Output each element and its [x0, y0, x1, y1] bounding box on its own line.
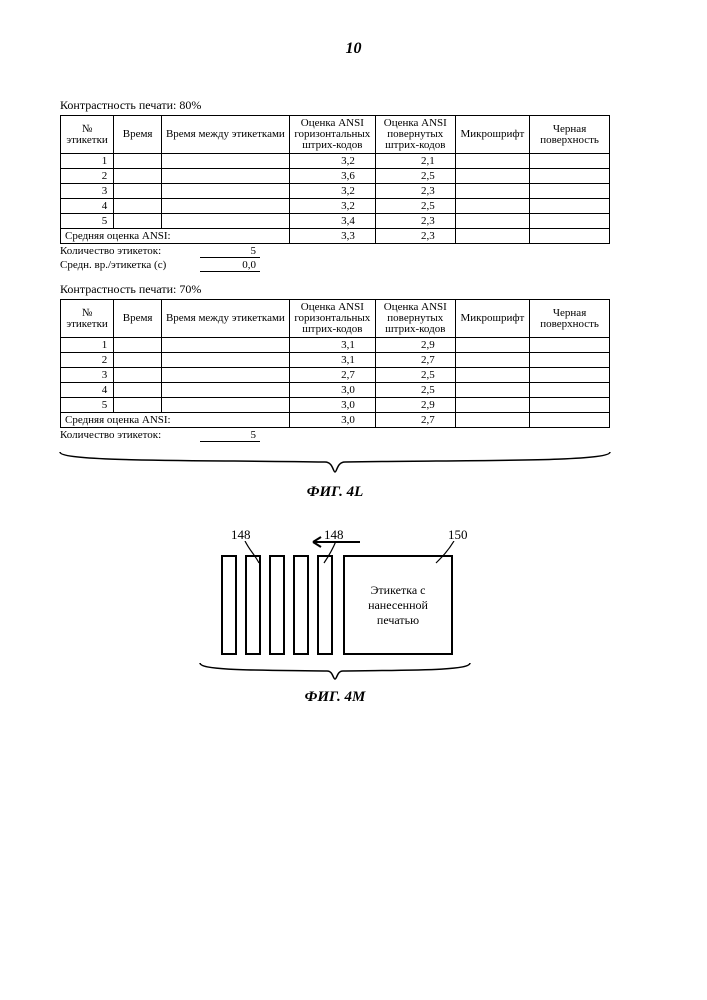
- label-bar: [221, 555, 237, 655]
- label-bar: [293, 555, 309, 655]
- table-row: 33,22,3: [61, 184, 610, 199]
- table-row: 32,72,5: [61, 368, 610, 383]
- col-ansi-h: Оценка ANSI горизонтальных штрих-кодов: [289, 116, 375, 154]
- patent-page: 10 Контрастность печати: 80% № этикетки …: [0, 0, 707, 1000]
- col-time: Время: [114, 300, 162, 338]
- avgtime-line: Средн. вр./этикетка (с) 0,0: [60, 259, 647, 272]
- col-black: Черная поверхность: [530, 300, 610, 338]
- table-block-80: Контрастность печати: 80% № этикетки Вре…: [60, 98, 647, 272]
- label-bar: [269, 555, 285, 655]
- brace-icon: [195, 661, 475, 687]
- avg-row: Средняя оценка ANSI:3,32,3: [61, 229, 610, 244]
- brace-icon: [55, 450, 615, 480]
- tbody-80: 13,22,1 23,62,5 33,22,3 43,22,5 53,42,3 …: [61, 154, 610, 244]
- col-black: Черная поверхность: [530, 116, 610, 154]
- diagram-row: Этикетка с нанесенной печатью: [60, 525, 610, 655]
- figure-label-4l: ФИГ. 4L: [60, 484, 610, 501]
- brace-4m: [195, 661, 475, 687]
- col-ansi-h: Оценка ANSI горизонтальных штрих-кодов: [289, 300, 375, 338]
- table-row: 23,62,5: [61, 169, 610, 184]
- data-table-80: № этикетки Время Время между этикетками …: [60, 115, 610, 244]
- data-table-70: № этикетки Время Время между этикетками …: [60, 299, 610, 428]
- col-time: Время: [114, 116, 162, 154]
- col-micro: Микрошрифт: [455, 300, 529, 338]
- brace-4l: [55, 450, 615, 480]
- col-n: № этикетки: [61, 116, 114, 154]
- col-between: Время между этикетками: [162, 116, 290, 154]
- contrast-label-70: Контрастность печати: 70%: [60, 282, 647, 297]
- table-row: 53,02,9: [61, 398, 610, 413]
- col-n: № этикетки: [61, 300, 114, 338]
- table-block-70: Контрастность печати: 70% № этикетки Вре…: [60, 282, 647, 442]
- count-line-2: Количество этикеток: 5: [60, 429, 647, 442]
- diagram-4m: 148 148 150 Этикетка с нанесенной печать…: [60, 525, 610, 706]
- printed-label-box: Этикетка с нанесенной печатью: [343, 555, 453, 655]
- tbody-70: 13,12,9 23,12,7 32,72,5 43,02,5 53,02,9 …: [61, 338, 610, 428]
- count-line: Количество этикеток: 5: [60, 245, 647, 258]
- table-row: 53,42,3: [61, 214, 610, 229]
- header-row: № этикетки Время Время между этикетками …: [61, 300, 610, 338]
- label-bar: [317, 555, 333, 655]
- table-row: 43,02,5: [61, 383, 610, 398]
- avg-row: Средняя оценка ANSI:3,02,7: [61, 413, 610, 428]
- col-between: Время между этикетками: [162, 300, 290, 338]
- table-row: 13,12,9: [61, 338, 610, 353]
- col-ansi-r: Оценка ANSI повернутых штрих-кодов: [375, 300, 455, 338]
- page-number: 10: [60, 40, 647, 58]
- contrast-label-80: Контрастность печати: 80%: [60, 98, 647, 113]
- label-bar: [245, 555, 261, 655]
- col-micro: Микрошрифт: [455, 116, 529, 154]
- table-row: 23,12,7: [61, 353, 610, 368]
- header-row: № этикетки Время Время между этикетками …: [61, 116, 610, 154]
- table-row: 43,22,5: [61, 199, 610, 214]
- figure-label-4m: ФИГ. 4M: [60, 689, 610, 706]
- table-row: 13,22,1: [61, 154, 610, 169]
- col-ansi-r: Оценка ANSI повернутых штрих-кодов: [375, 116, 455, 154]
